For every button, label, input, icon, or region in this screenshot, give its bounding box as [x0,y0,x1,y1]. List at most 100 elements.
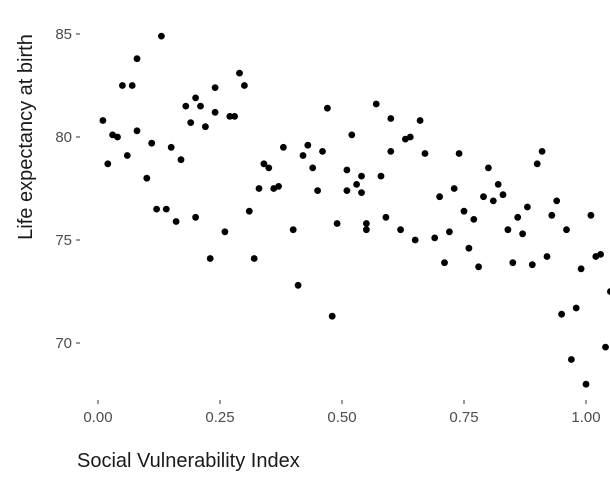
data-point [529,261,536,268]
data-point [236,70,243,77]
data-point [441,259,448,266]
y-tick-label: 80 [55,129,72,146]
data-point [344,187,351,194]
data-point [387,148,394,155]
data-point [363,220,370,227]
data-point [470,216,477,223]
data-point [519,230,526,237]
data-point [358,189,365,196]
data-point [304,142,311,149]
data-point [295,282,302,289]
data-point [456,150,463,157]
data-point [251,255,258,262]
data-point [568,356,575,363]
data-point [563,226,570,233]
data-point [153,206,160,213]
data-point [197,103,204,110]
data-point [212,109,219,116]
data-point [124,152,131,159]
data-point [451,185,458,192]
data-point [602,344,609,351]
data-point [387,115,394,122]
data-point [475,263,482,270]
data-point [509,259,516,266]
data-point [578,265,585,272]
x-axis-title: Social Vulnerability Index [77,450,300,472]
data-point [446,228,453,235]
data-point [192,95,199,102]
data-point [134,127,141,134]
y-axis-title: Life expectancy at birth [15,34,37,240]
data-point [422,150,429,157]
data-point [373,101,380,108]
y-tick-label: 70 [55,335,72,352]
data-point [182,103,189,110]
data-point [397,226,404,233]
data-point [548,212,555,219]
data-point [514,214,521,221]
data-point [202,123,209,130]
x-tick-label: 0.50 [327,409,356,426]
data-point [192,214,199,221]
data-point [104,160,111,167]
data-point [383,214,390,221]
data-point [495,181,502,188]
x-tick-label: 0.25 [205,409,234,426]
data-point [524,204,531,211]
data-point [505,226,512,233]
data-point [558,311,565,318]
data-point [407,134,414,141]
data-point [334,220,341,227]
data-point [466,245,473,252]
data-point [222,228,229,235]
data-point [500,191,507,198]
data-point [417,117,424,124]
data-point [173,218,180,225]
data-point [353,181,360,188]
data-point [207,255,214,262]
data-point [114,134,121,141]
data-point [588,212,595,219]
data-point [148,140,155,147]
data-point [163,206,170,213]
data-point [583,381,590,388]
data-point [309,165,316,172]
data-point [265,165,272,172]
data-point [300,152,307,159]
data-point [597,251,604,258]
data-point [358,173,365,180]
data-point [412,237,419,244]
data-point [241,82,248,89]
data-point [290,226,297,233]
data-point [178,156,185,163]
data-point [246,208,253,215]
data-point [129,82,136,89]
data-point [256,185,263,192]
data-point [134,55,141,62]
data-point [319,148,326,155]
data-point [187,119,194,126]
data-point [143,175,150,182]
data-point [212,84,219,91]
data-point [314,187,321,194]
data-point [490,198,497,205]
data-point [461,208,468,215]
data-point [480,193,487,200]
data-point [534,160,541,167]
data-point [378,173,385,180]
y-tick-label: 85 [55,26,72,43]
data-point [553,198,560,205]
data-point [485,165,492,172]
data-point [544,253,551,260]
data-point [573,305,580,312]
data-point [119,82,126,89]
data-point [275,183,282,190]
data-point [329,313,336,320]
x-tick-label: 0.75 [449,409,478,426]
data-point [436,193,443,200]
data-point [539,148,546,155]
data-point [348,132,355,139]
